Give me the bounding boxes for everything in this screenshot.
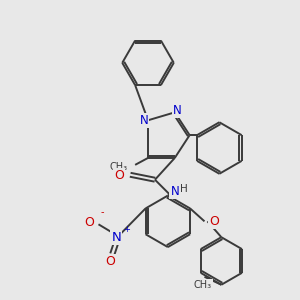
Text: CH₃: CH₃ bbox=[109, 162, 127, 172]
Text: N: N bbox=[173, 104, 182, 117]
Text: -: - bbox=[100, 207, 104, 218]
Text: O: O bbox=[105, 256, 115, 268]
Text: N: N bbox=[111, 231, 121, 244]
Text: H: H bbox=[180, 184, 188, 194]
Text: CH₃: CH₃ bbox=[194, 280, 211, 290]
Text: O: O bbox=[209, 215, 219, 228]
Text: O: O bbox=[85, 216, 94, 229]
Text: O: O bbox=[114, 169, 124, 182]
Text: N: N bbox=[140, 114, 148, 127]
Text: +: + bbox=[123, 225, 130, 234]
Text: N: N bbox=[170, 185, 179, 198]
